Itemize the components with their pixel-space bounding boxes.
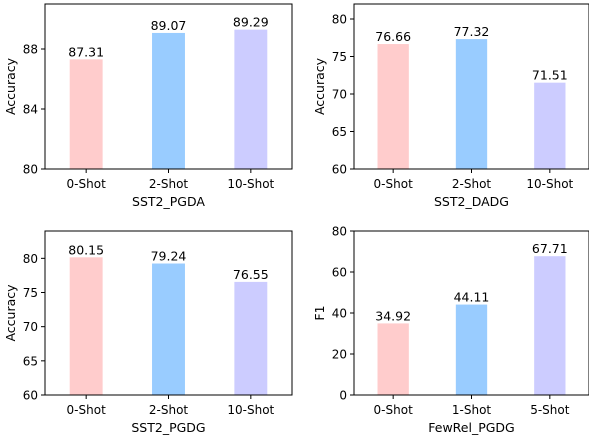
y-tick-label: 88 xyxy=(23,43,38,57)
y-axis-title: Accuracy xyxy=(312,57,327,115)
x-axis-title: SST2_PGDG xyxy=(131,420,205,435)
y-tick-label: 65 xyxy=(332,125,347,139)
value-label: 76.55 xyxy=(233,267,269,282)
value-label: 34.92 xyxy=(375,308,411,323)
y-tick-label: 75 xyxy=(23,286,38,300)
bar-2-shot xyxy=(455,39,488,169)
bar-0-shot xyxy=(377,323,409,395)
y-axis-title: Accuracy xyxy=(3,57,18,115)
chart-panel-4: 34.92 44.11 67.71 0 20 40 60 80 0-Shot 1-Shot 5-Sh… xyxy=(312,225,589,435)
x-axis-title: SST2_DADG xyxy=(434,194,509,209)
chart-panel-1: 87.31 89.07 89.29 80 84 88 0-Shot 2-Shot 10-Shot… xyxy=(3,3,293,209)
x-tick-label: 0-Shot xyxy=(374,403,414,417)
y-tick-label: 80 xyxy=(23,163,38,177)
x-tick-label: 10-Shot xyxy=(227,403,274,417)
x-tick-label: 10-Shot xyxy=(526,177,573,191)
y-axis-title: Accuracy xyxy=(3,284,18,342)
x-tick-label: 2-Shot xyxy=(452,177,492,191)
y-tick-label: 60 xyxy=(332,163,347,177)
x-tick-label: 0-Shot xyxy=(67,177,107,191)
value-label: 76.66 xyxy=(375,29,411,44)
x-tick-label: 10-Shot xyxy=(227,177,274,191)
chart-panel-3: 80.15 79.24 76.55 60 65 70 75 80 0-Shot 2-Shot 10-… xyxy=(3,230,293,435)
bar-10-shot xyxy=(234,281,268,395)
x-tick-label: 2-Shot xyxy=(149,403,189,417)
value-label: 89.29 xyxy=(233,15,269,30)
y-tick-label: 80 xyxy=(332,225,347,239)
value-label: 44.11 xyxy=(454,290,490,305)
value-label: 79.24 xyxy=(151,249,187,264)
y-tick-label: 65 xyxy=(23,354,38,368)
y-axis-title: F1 xyxy=(312,305,327,320)
x-axis-title: FewRel_PGDG xyxy=(428,420,515,435)
bar-2-shot xyxy=(152,263,185,395)
chart-panel-2: 76.66 77.32 71.51 60 65 70 75 80 0-Shot 2-Shot 10-… xyxy=(312,3,589,209)
value-label: 87.31 xyxy=(68,44,104,59)
bar-5-shot xyxy=(534,256,566,395)
value-label: 77.32 xyxy=(454,24,490,39)
bar-0-shot xyxy=(377,44,409,169)
value-label: 89.07 xyxy=(151,18,187,33)
bar-0-shot xyxy=(69,257,103,395)
x-tick-label: 0-Shot xyxy=(374,177,414,191)
value-label: 67.71 xyxy=(532,241,568,256)
y-tick-label: 70 xyxy=(332,88,347,102)
x-tick-label: 5-Shot xyxy=(530,403,570,417)
x-tick-label: 0-Shot xyxy=(67,403,107,417)
y-tick-label: 0 xyxy=(339,389,347,403)
bar-1-shot xyxy=(455,304,488,395)
bar-10-shot xyxy=(234,29,268,170)
y-tick-label: 60 xyxy=(332,266,347,280)
x-tick-label: 1-Shot xyxy=(452,403,492,417)
bar-10-shot xyxy=(534,82,566,169)
bar-0-shot xyxy=(69,59,103,169)
y-tick-label: 40 xyxy=(332,307,347,321)
bar-2-shot xyxy=(152,32,185,170)
y-tick-label: 84 xyxy=(23,103,38,117)
value-label: 71.51 xyxy=(532,68,568,83)
y-tick-label: 60 xyxy=(23,389,38,403)
y-tick-label: 75 xyxy=(332,50,347,64)
x-tick-label: 2-Shot xyxy=(149,177,189,191)
value-label: 80.15 xyxy=(68,242,104,257)
y-tick-label: 70 xyxy=(23,320,38,334)
y-tick-label: 80 xyxy=(23,252,38,266)
y-tick-label: 20 xyxy=(332,348,347,362)
y-tick-label: 80 xyxy=(332,13,347,27)
x-axis-title: SST2_PGDA xyxy=(132,194,205,209)
